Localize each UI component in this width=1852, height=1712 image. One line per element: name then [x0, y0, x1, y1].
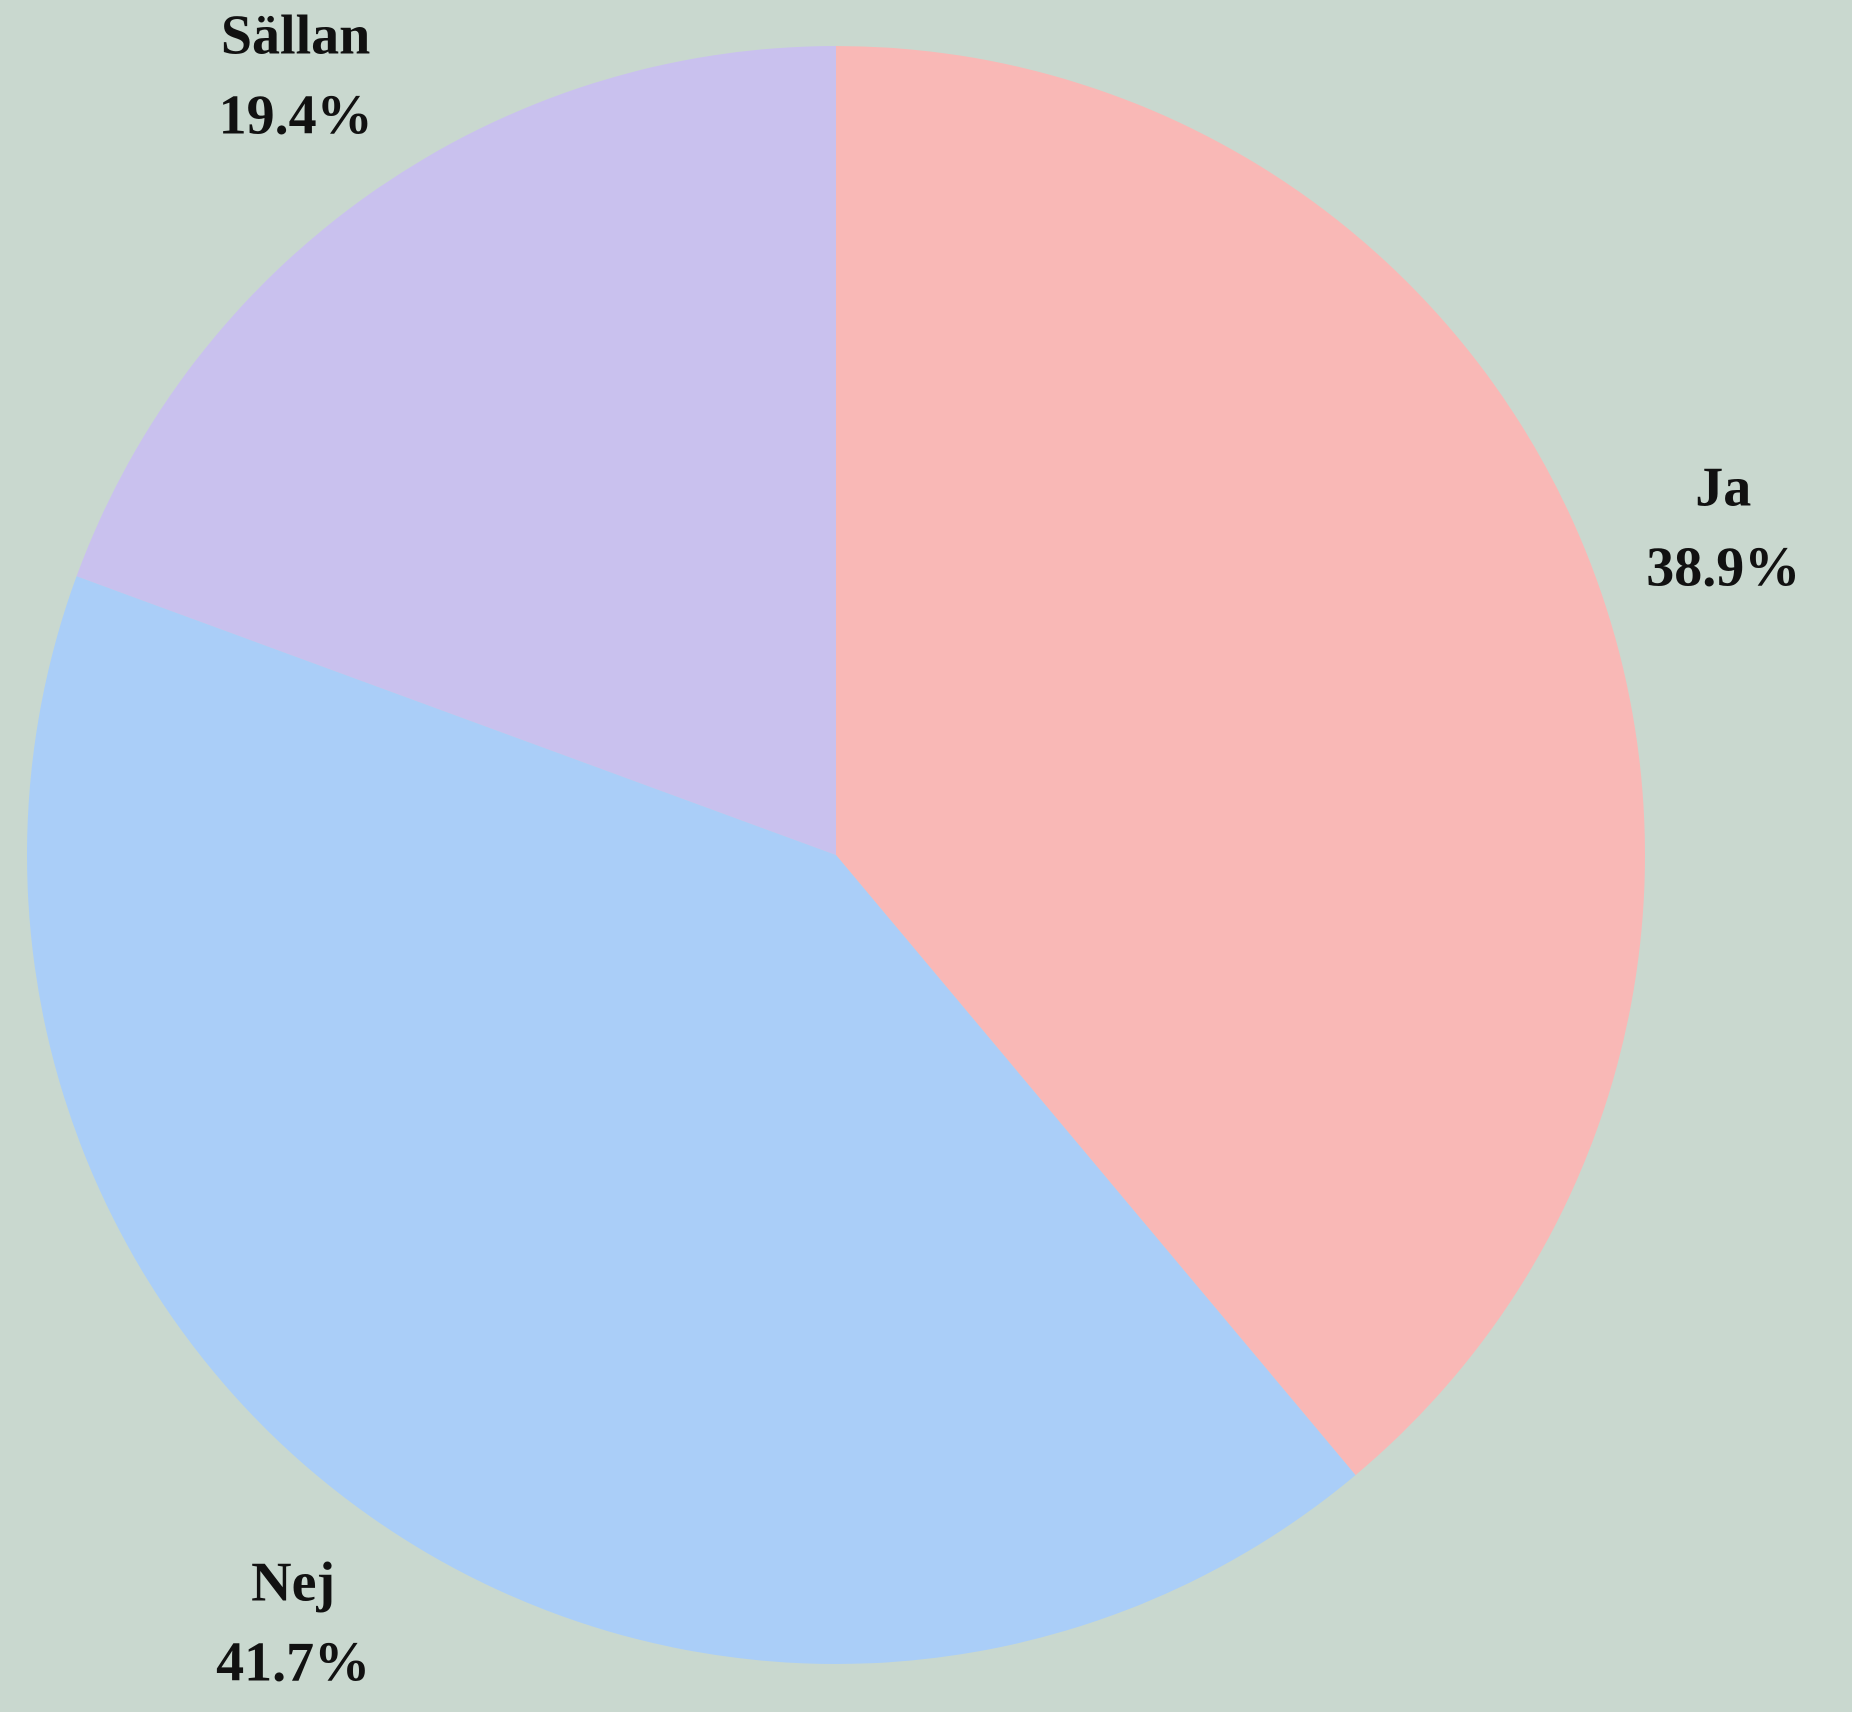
pie-slice [27, 576, 1356, 1664]
slice-label: Sällan [221, 5, 370, 67]
slice-value-label: 41.7% [216, 1631, 370, 1693]
slice-value-label: 38.9% [1646, 536, 1800, 598]
pie-slice [836, 46, 1645, 1476]
slice-label: Nej [251, 1551, 335, 1613]
slice-label: Ja [1695, 456, 1751, 518]
slice-value-label: 19.4% [219, 85, 373, 147]
pie-slice [76, 46, 836, 855]
